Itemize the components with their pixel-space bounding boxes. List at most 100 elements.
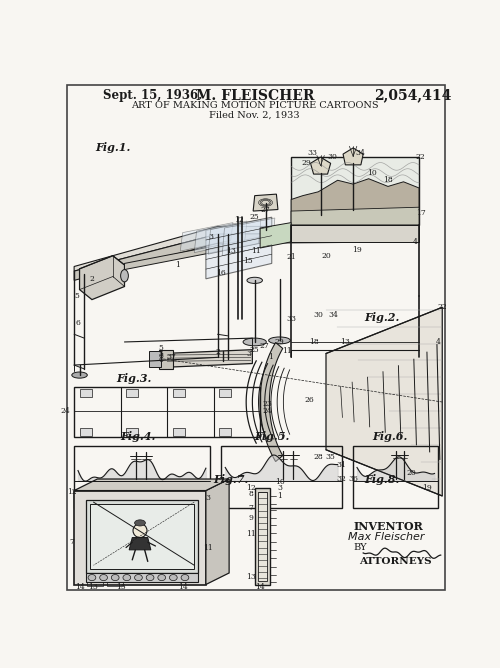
- Polygon shape: [129, 538, 151, 550]
- Text: 3: 3: [209, 233, 214, 241]
- Text: 5: 5: [158, 349, 163, 357]
- Bar: [126, 389, 138, 397]
- Text: 10: 10: [368, 168, 378, 176]
- Bar: [74, 446, 210, 508]
- Text: 15: 15: [244, 257, 254, 265]
- Bar: [74, 387, 260, 437]
- Text: 35: 35: [325, 454, 335, 462]
- Text: 28: 28: [314, 454, 323, 462]
- Text: 14: 14: [256, 582, 265, 591]
- Text: 21: 21: [286, 253, 296, 261]
- Ellipse shape: [181, 574, 189, 580]
- Bar: [90, 504, 194, 569]
- Text: 25: 25: [250, 345, 260, 353]
- Text: 13: 13: [340, 338, 350, 346]
- Text: 14: 14: [178, 582, 188, 591]
- Text: 19: 19: [422, 484, 432, 492]
- Bar: [172, 428, 185, 436]
- Text: 12: 12: [67, 488, 76, 496]
- Text: 29: 29: [302, 160, 312, 167]
- Polygon shape: [208, 220, 261, 255]
- Text: 37: 37: [166, 353, 176, 361]
- Text: 16: 16: [216, 269, 226, 277]
- Text: Fig.7.: Fig.7.: [214, 474, 249, 484]
- Text: 11: 11: [204, 544, 213, 552]
- Text: 20: 20: [406, 469, 416, 477]
- Polygon shape: [124, 234, 276, 270]
- Polygon shape: [326, 307, 442, 496]
- Text: 26: 26: [304, 395, 314, 403]
- Text: 6: 6: [158, 352, 164, 360]
- Text: 7: 7: [70, 538, 74, 546]
- Ellipse shape: [268, 337, 290, 344]
- Bar: [86, 500, 198, 573]
- Text: 11: 11: [252, 247, 261, 255]
- Text: 5: 5: [74, 292, 79, 300]
- Text: 5: 5: [158, 344, 164, 352]
- Text: 27: 27: [259, 342, 269, 350]
- Polygon shape: [74, 226, 419, 271]
- Text: 36: 36: [348, 475, 358, 483]
- Text: 29: 29: [274, 338, 284, 346]
- Text: 14: 14: [74, 582, 85, 591]
- Bar: [353, 446, 438, 508]
- Polygon shape: [74, 479, 229, 490]
- Polygon shape: [163, 349, 252, 367]
- Text: 15: 15: [116, 582, 126, 591]
- Text: 24: 24: [262, 407, 272, 415]
- Polygon shape: [260, 222, 291, 248]
- Text: 9: 9: [248, 514, 254, 522]
- Text: Fig.3.: Fig.3.: [117, 373, 152, 384]
- Text: 13: 13: [226, 247, 236, 255]
- Text: 6: 6: [158, 355, 163, 363]
- Circle shape: [133, 524, 147, 538]
- Text: 32: 32: [336, 475, 346, 483]
- Text: 3: 3: [206, 494, 210, 502]
- Polygon shape: [74, 232, 419, 281]
- Bar: [80, 389, 92, 397]
- Text: BY: BY: [353, 543, 367, 552]
- Text: 12: 12: [246, 484, 256, 492]
- Ellipse shape: [170, 574, 177, 580]
- Bar: [160, 349, 173, 369]
- Text: 10: 10: [274, 478, 284, 486]
- Text: 31: 31: [336, 461, 346, 469]
- Polygon shape: [254, 488, 270, 584]
- Polygon shape: [291, 225, 419, 242]
- Text: Max Fleischer: Max Fleischer: [348, 532, 424, 542]
- Text: 22: 22: [438, 303, 447, 311]
- Text: 3: 3: [246, 350, 251, 358]
- Ellipse shape: [100, 574, 108, 580]
- Text: 33: 33: [286, 315, 296, 323]
- Polygon shape: [343, 148, 363, 165]
- Text: 30: 30: [314, 311, 323, 319]
- Text: 18: 18: [383, 176, 393, 184]
- Ellipse shape: [243, 338, 266, 346]
- Text: 34: 34: [329, 311, 338, 319]
- Polygon shape: [206, 217, 272, 279]
- Bar: [219, 428, 232, 436]
- Polygon shape: [80, 256, 124, 300]
- Ellipse shape: [134, 520, 145, 526]
- Text: 4: 4: [412, 238, 418, 246]
- Text: 23: 23: [262, 399, 272, 407]
- Text: 11: 11: [246, 530, 256, 538]
- Bar: [86, 573, 198, 582]
- Text: INVENTOR: INVENTOR: [353, 521, 423, 532]
- Text: 34: 34: [355, 150, 365, 157]
- Polygon shape: [291, 207, 419, 225]
- Text: Sept. 15, 1936.: Sept. 15, 1936.: [103, 89, 202, 102]
- Text: 1: 1: [268, 353, 272, 361]
- Text: 13: 13: [246, 572, 256, 580]
- Polygon shape: [253, 194, 278, 211]
- Text: 4: 4: [436, 338, 441, 346]
- Text: Fig.8.: Fig.8.: [365, 474, 400, 484]
- Polygon shape: [222, 218, 275, 256]
- Text: 1: 1: [277, 492, 282, 500]
- Bar: [150, 351, 161, 367]
- Text: 1: 1: [175, 261, 180, 269]
- Bar: [88, 582, 103, 586]
- Text: Fig.5.: Fig.5.: [254, 431, 290, 442]
- Text: 19: 19: [352, 246, 362, 254]
- Ellipse shape: [123, 574, 130, 580]
